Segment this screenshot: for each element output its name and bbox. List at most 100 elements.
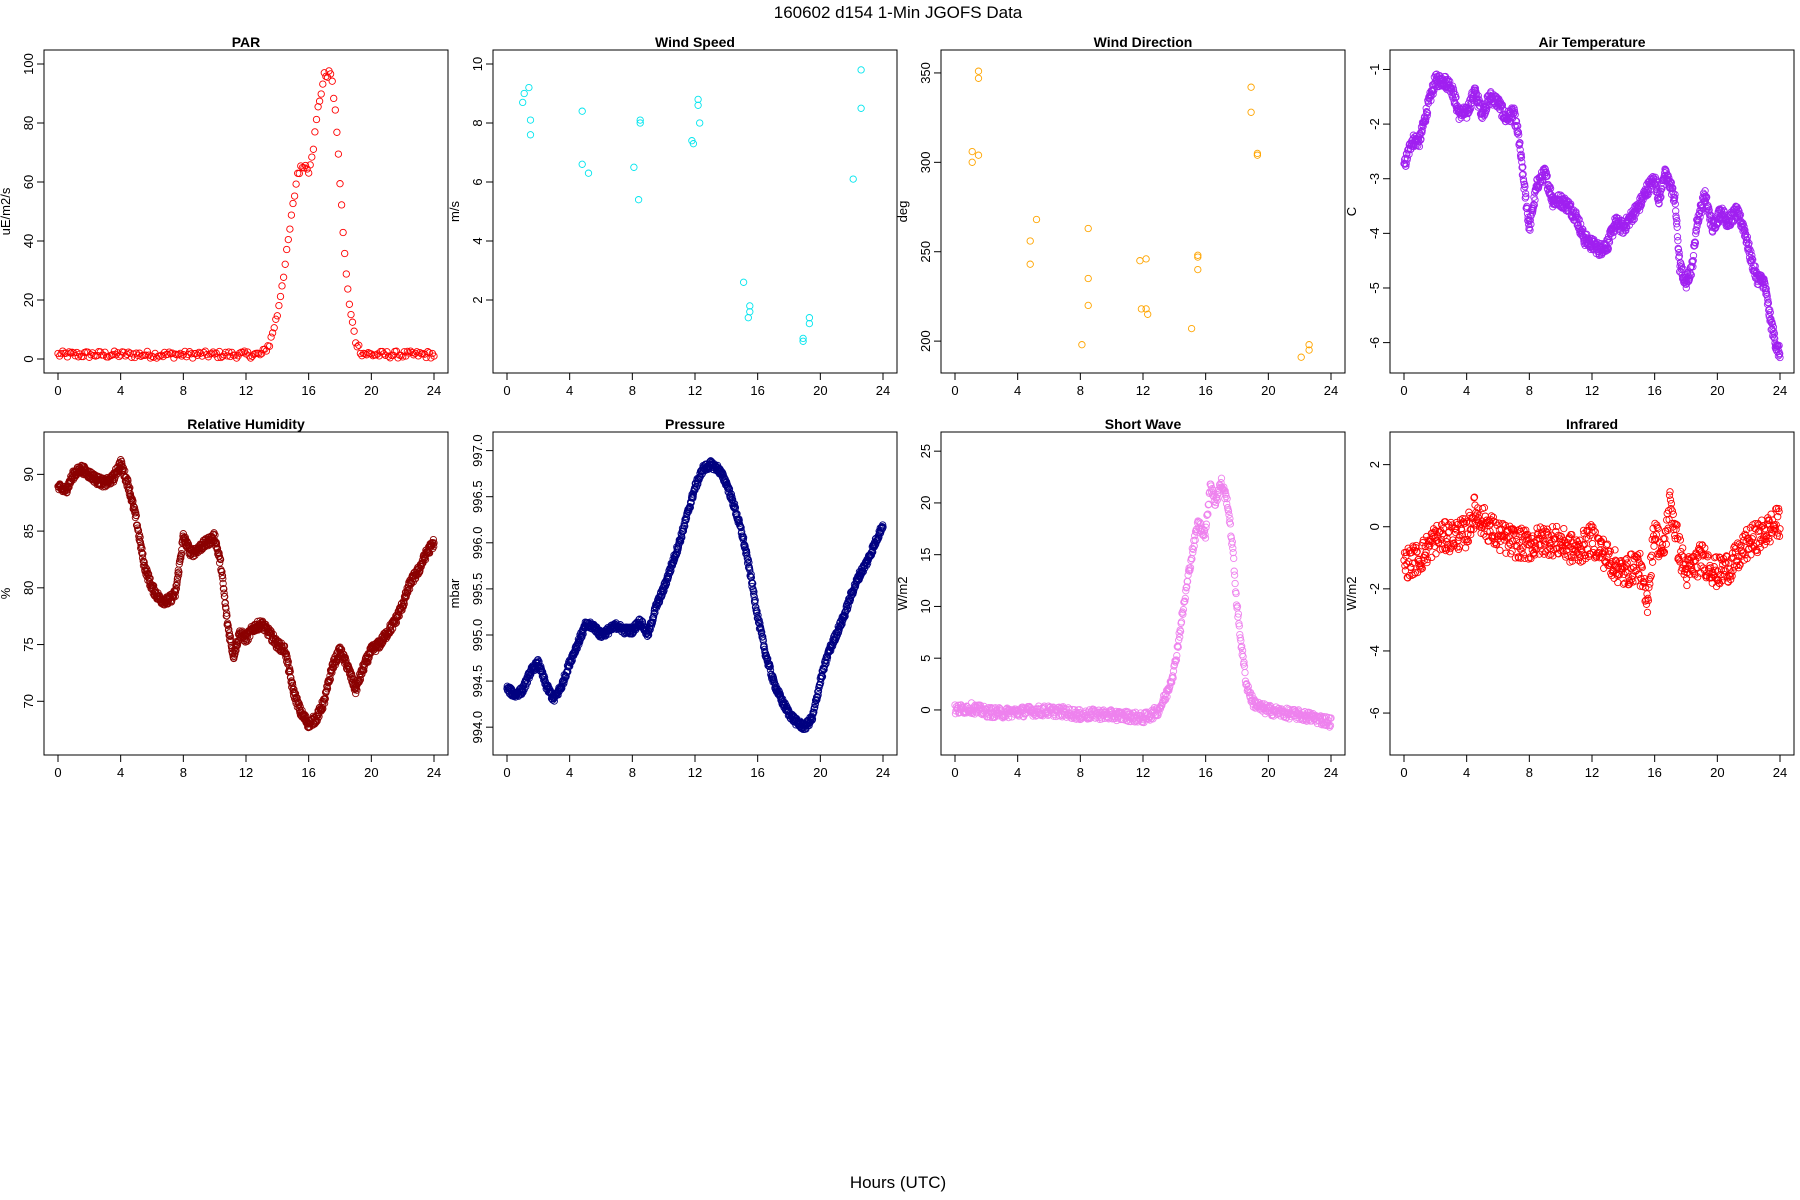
y-tick-label: 997.0 (470, 434, 485, 467)
y-tick-label: 994.5 (470, 665, 485, 698)
data-point (1402, 160, 1410, 168)
x-tick-label: 8 (629, 383, 636, 398)
data-point (974, 74, 983, 82)
x-tick-label: 20 (364, 383, 378, 398)
data-point (173, 578, 181, 586)
data-point (1517, 150, 1525, 159)
data-point (1673, 223, 1681, 231)
data-points (1400, 488, 1784, 617)
data-point (526, 116, 535, 124)
data-point (317, 90, 325, 98)
data-point (290, 192, 299, 200)
data-point (137, 352, 145, 360)
data-point (287, 211, 296, 219)
data-point (189, 354, 197, 362)
x-tick-label: 0 (54, 765, 61, 780)
data-point (1463, 114, 1471, 122)
data-point (220, 589, 228, 597)
x-tick-label: 24 (1324, 765, 1338, 780)
panel-title: Wind Direction (1094, 34, 1193, 50)
y-axis-label: W/m2 (895, 577, 910, 611)
data-point (127, 353, 136, 361)
y-tick-label: -3 (1367, 173, 1382, 185)
y-tick-label: -6 (1367, 337, 1382, 349)
data-point (1673, 233, 1682, 241)
data-point (1231, 579, 1239, 588)
data-point (857, 104, 865, 112)
data-point (694, 101, 702, 109)
data-point (306, 161, 314, 169)
data-point (315, 97, 324, 105)
data-point (584, 169, 593, 177)
data-point (1247, 108, 1255, 116)
x-tick-label: 20 (813, 765, 827, 780)
data-point (293, 694, 301, 702)
x-tick-label: 24 (876, 765, 890, 780)
data-point (275, 301, 283, 310)
data-point (337, 645, 346, 654)
data-point (1689, 257, 1697, 265)
data-point (276, 292, 285, 301)
x-tick-label: 20 (1261, 765, 1275, 780)
data-point (136, 537, 144, 545)
data-point (222, 609, 231, 617)
x-tick-label: 0 (54, 383, 61, 398)
panel-title: Infrared (1566, 416, 1618, 432)
data-point (424, 348, 432, 356)
y-tick-label: -1 (1367, 64, 1382, 76)
x-tick-label: 16 (1198, 765, 1212, 780)
data-point (283, 245, 291, 254)
data-point (968, 158, 976, 166)
data-point (1748, 255, 1756, 263)
plot-frame (1389, 431, 1795, 756)
y-tick-label: 10 (470, 57, 485, 71)
data-point (1531, 196, 1539, 204)
x-tick-label: 16 (301, 383, 315, 398)
x-tick-label: 8 (629, 765, 636, 780)
data-point (968, 147, 976, 156)
data-point (287, 674, 295, 682)
x-tick-label: 20 (1261, 383, 1275, 398)
data-point (254, 349, 263, 358)
data-point (320, 699, 329, 707)
data-point (739, 278, 748, 286)
y-tick-label: 5 (918, 655, 933, 662)
data-point (337, 201, 346, 209)
data-point (138, 554, 147, 562)
x-tick-label: 0 (503, 383, 510, 398)
data-point (350, 327, 358, 335)
data-point (1427, 96, 1435, 105)
data-point (172, 586, 180, 594)
data-point (1671, 200, 1679, 208)
data-point (344, 285, 352, 293)
data-point (1403, 154, 1412, 162)
x-tick-label: 12 (239, 765, 253, 780)
data-point (294, 701, 302, 709)
y-tick-label: 8 (470, 119, 485, 126)
data-point (1084, 301, 1092, 310)
x-tick-label: 8 (1077, 765, 1084, 780)
y-axis-label: mbar (447, 578, 462, 608)
data-point (1747, 247, 1755, 256)
data-point (578, 160, 586, 168)
data-point (1142, 305, 1150, 313)
data-point (1672, 220, 1681, 228)
data-point (134, 526, 143, 535)
data-point (314, 103, 322, 111)
data-point (305, 169, 313, 177)
plot-frame (940, 49, 1346, 374)
y-tick-label: 75 (21, 637, 36, 651)
data-point (168, 597, 176, 605)
data-point (1735, 207, 1743, 215)
data-point (312, 115, 321, 124)
x-tick-label: 4 (1463, 383, 1470, 398)
x-tick-label: 8 (1526, 383, 1533, 398)
data-point (1449, 85, 1458, 93)
data-point (1667, 178, 1675, 187)
data-point (974, 151, 983, 159)
data-point (383, 348, 391, 356)
data-point (636, 119, 644, 127)
data-point (1764, 299, 1773, 307)
x-tick-label: 0 (951, 383, 958, 398)
